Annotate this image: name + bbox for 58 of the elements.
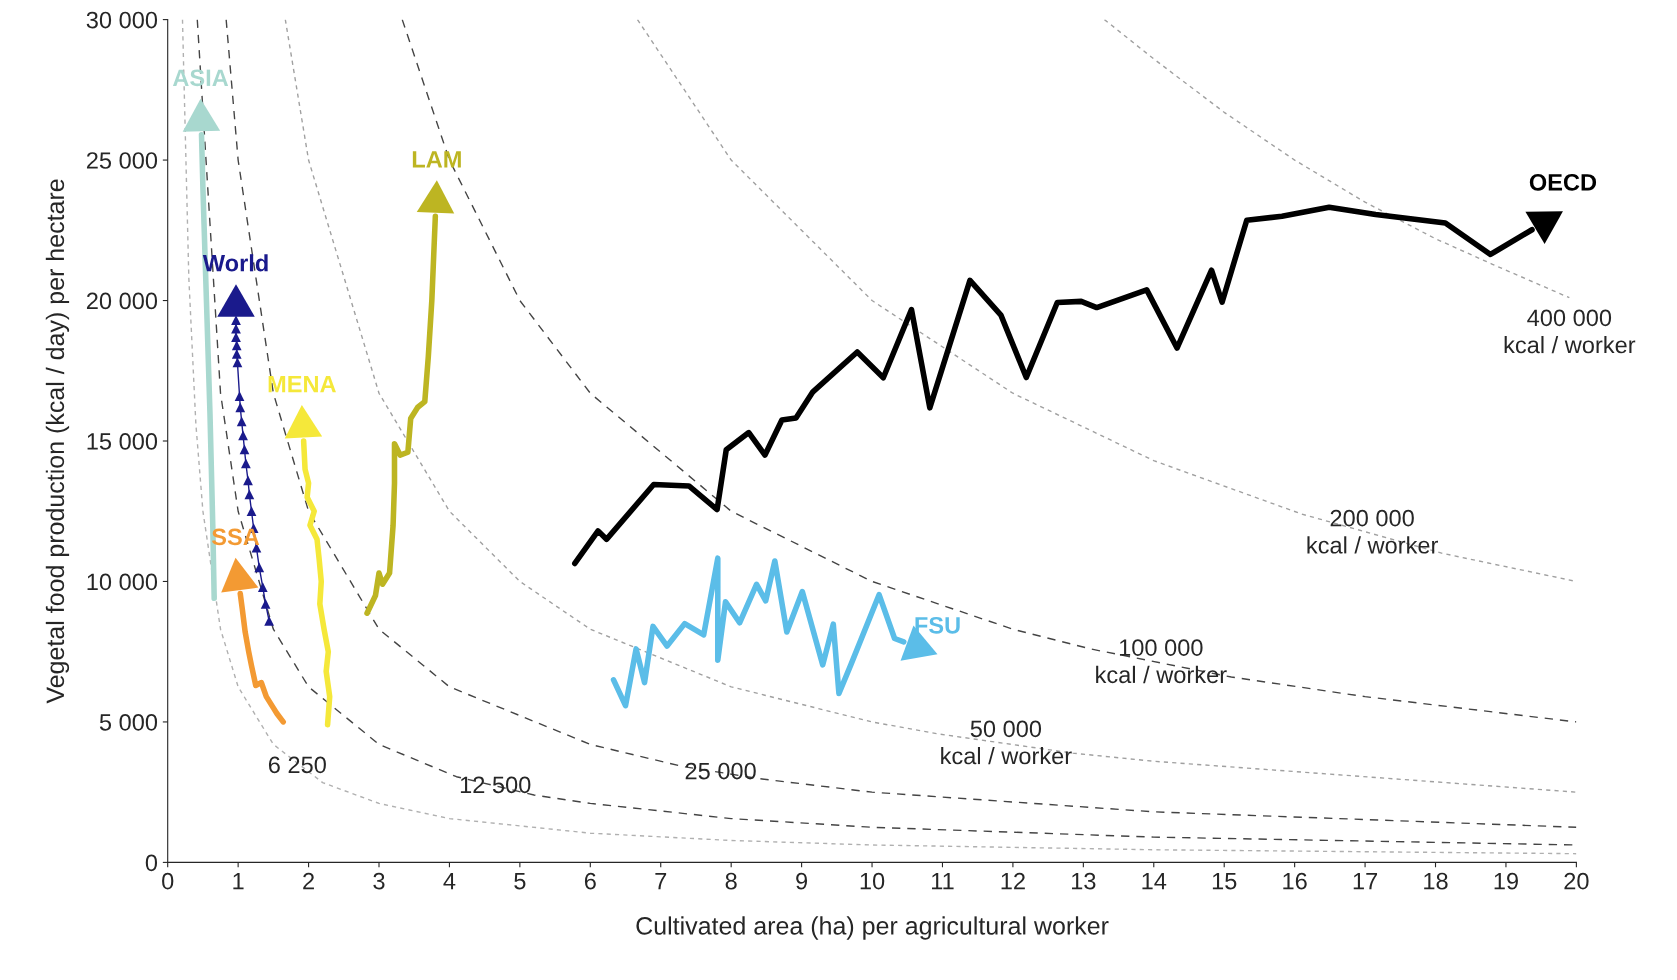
point [254, 562, 265, 573]
point [235, 402, 246, 413]
x-tick-label: 6 [584, 872, 596, 890]
annotation: 6 250 [268, 756, 326, 774]
x-tick-label: 12 [1001, 872, 1025, 890]
annotation: 100 000 kcal / worker [1096, 639, 1227, 684]
point [231, 349, 242, 359]
text: LAM [412, 151, 461, 168]
point [264, 615, 274, 626]
annotation: 400 000 kcal / worker [1504, 309, 1636, 354]
x-tick-label: 11 [932, 872, 954, 890]
point [244, 489, 255, 500]
x-tick-label: 2 [303, 872, 314, 890]
series-label: OECD [1529, 173, 1597, 191]
x-tick-label: 3 [373, 872, 385, 890]
x-tick-label: 13 [1072, 872, 1096, 890]
y-tick-label: 25 000 [86, 152, 158, 169]
x-tick-label: 0 [162, 872, 174, 890]
x-tick-label: 5 [514, 872, 526, 890]
point [260, 599, 271, 609]
point [232, 357, 243, 368]
y-tick-label: 15 000 [87, 433, 158, 450]
point [241, 458, 251, 469]
x-tick-label: 15 [1212, 872, 1237, 890]
x-tick-label: 20 [1564, 872, 1589, 890]
x-tick-label: 16 [1283, 872, 1307, 890]
x-tick-label: 4 [443, 872, 456, 890]
annotation: 200 000 kcal / worker [1307, 509, 1438, 554]
x-tick-label: 7 [655, 872, 667, 890]
point [236, 416, 247, 427]
x-tick-label: 1 [233, 872, 244, 890]
y-tick-label: 30 000 [86, 11, 158, 29]
x-tick-label: 10 [860, 872, 885, 890]
series-label: FSU [915, 616, 960, 634]
point [231, 332, 241, 342]
y-tick-label: 10 000 [87, 573, 158, 591]
y-tick-label: 5 000 [99, 714, 158, 731]
point [234, 391, 245, 401]
x-tick-label: 14 [1142, 872, 1167, 890]
point [257, 582, 268, 592]
point [246, 506, 257, 517]
y-tick-label: 20 000 [86, 292, 158, 310]
text: MENA [268, 375, 336, 393]
annotation: 12 500 [460, 776, 531, 794]
text: World [202, 254, 268, 272]
annotation: 50 000 kcal / worker [941, 720, 1072, 765]
x-axis-title: Cultivated area (ha) per agricultural worker [636, 916, 1109, 940]
y-tick-label: 0 [145, 854, 158, 872]
point [238, 430, 248, 441]
x-tick-label: 8 [725, 872, 737, 890]
y-axis-title: Vegetal food production (kcal / day) per hectare [45, 179, 70, 704]
x-tick-label: 19 [1494, 872, 1518, 890]
text: ASIA [172, 69, 229, 87]
point [243, 475, 253, 486]
x-tick-label: 18 [1424, 872, 1448, 890]
x-tick-label: 17 [1353, 872, 1378, 890]
x-tick-label: 9 [796, 872, 808, 890]
point [231, 315, 241, 326]
